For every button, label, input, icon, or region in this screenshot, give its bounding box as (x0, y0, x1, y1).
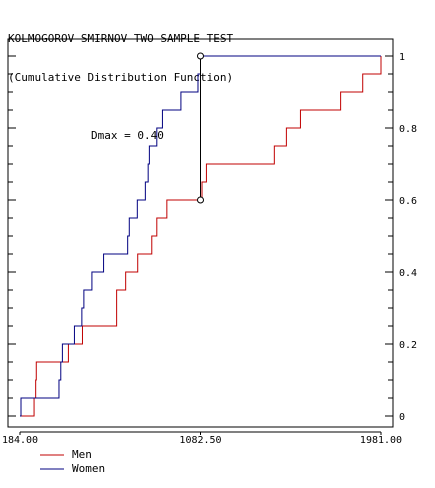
legend-label-women: Women (72, 462, 105, 475)
dmax-label: Dmax = 0.40 (91, 129, 164, 142)
chart-header: KOLMOGOROV-SMIRNOV TWO-SAMPLE TEST (Cumu… (8, 6, 233, 97)
dmax-marker-bottom (197, 196, 204, 204)
y-tick-label: 0.2 (399, 340, 417, 351)
y-tick-label: 0.8 (399, 124, 417, 135)
plot-frame (7, 38, 394, 428)
y-tick-label: 0.4 (399, 268, 417, 279)
y-tick-label: 1 (399, 52, 405, 63)
series-women-line (20, 55, 381, 417)
legend-label-men: Men (72, 448, 92, 461)
series-men-line (20, 56, 382, 417)
chart-subtitle: (Cumulative Distribution Function) (8, 71, 234, 84)
x-tick-label: 1082.50 (179, 435, 221, 446)
x-tick-label: 184.00 (2, 435, 38, 446)
y-tick-label: 0 (399, 412, 405, 423)
x-tick-label: 1981.00 (360, 435, 402, 446)
dmax-marker-top (197, 52, 204, 60)
y-tick-label: 0.6 (399, 196, 417, 207)
